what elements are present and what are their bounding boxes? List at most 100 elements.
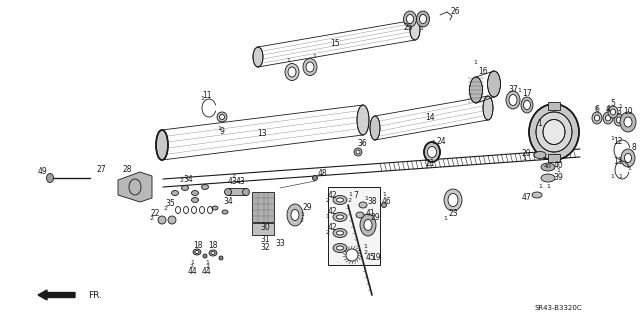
- Text: 47: 47: [522, 194, 532, 203]
- Text: 42: 42: [327, 190, 337, 199]
- Text: 8: 8: [632, 144, 636, 152]
- Text: 19: 19: [371, 254, 381, 263]
- Ellipse shape: [209, 250, 217, 256]
- Ellipse shape: [444, 189, 462, 211]
- Text: 1: 1: [538, 183, 542, 189]
- Ellipse shape: [359, 202, 367, 208]
- Text: 2: 2: [190, 264, 194, 270]
- Text: 9: 9: [220, 128, 225, 137]
- Bar: [252, 192, 274, 222]
- Ellipse shape: [524, 100, 531, 109]
- Text: 18: 18: [208, 241, 218, 249]
- Text: 1: 1: [431, 139, 435, 145]
- Ellipse shape: [529, 104, 579, 160]
- Text: 1: 1: [546, 183, 550, 189]
- Text: 1: 1: [522, 157, 526, 161]
- Ellipse shape: [521, 97, 533, 113]
- Text: 1: 1: [556, 168, 560, 174]
- Ellipse shape: [287, 204, 303, 226]
- Ellipse shape: [47, 174, 54, 182]
- Text: 1: 1: [473, 61, 477, 65]
- Text: 1: 1: [618, 103, 622, 108]
- Text: 29: 29: [370, 212, 380, 221]
- Text: FR.: FR.: [88, 291, 102, 300]
- Ellipse shape: [156, 130, 168, 160]
- Text: 3: 3: [616, 108, 621, 116]
- Ellipse shape: [253, 47, 263, 67]
- Bar: [548, 102, 560, 110]
- Ellipse shape: [483, 96, 493, 120]
- Ellipse shape: [354, 148, 362, 156]
- Ellipse shape: [605, 115, 611, 121]
- Ellipse shape: [620, 112, 636, 132]
- Text: 48: 48: [317, 168, 327, 177]
- Text: 20: 20: [521, 149, 531, 158]
- Text: 2: 2: [363, 249, 367, 255]
- Text: 34: 34: [223, 197, 233, 206]
- Text: 1: 1: [443, 217, 447, 221]
- Text: 38: 38: [367, 197, 377, 206]
- Ellipse shape: [624, 117, 632, 127]
- Text: 28: 28: [122, 166, 132, 174]
- Text: 21: 21: [425, 159, 435, 167]
- Text: 42: 42: [327, 224, 337, 233]
- Text: 1: 1: [348, 192, 352, 197]
- Ellipse shape: [417, 11, 429, 27]
- Text: 7: 7: [353, 190, 358, 199]
- Ellipse shape: [337, 215, 344, 219]
- Ellipse shape: [191, 190, 198, 196]
- Bar: [252, 223, 274, 235]
- Ellipse shape: [357, 105, 369, 135]
- Bar: [228, 188, 246, 195]
- Ellipse shape: [506, 91, 520, 109]
- Text: 1: 1: [190, 259, 194, 264]
- Ellipse shape: [603, 112, 613, 124]
- Text: 45: 45: [365, 253, 375, 262]
- Text: 1: 1: [627, 166, 631, 170]
- Ellipse shape: [621, 149, 635, 167]
- Ellipse shape: [212, 206, 218, 210]
- Ellipse shape: [193, 249, 201, 255]
- Ellipse shape: [356, 150, 360, 154]
- Text: 11: 11: [613, 157, 623, 166]
- Ellipse shape: [191, 197, 198, 203]
- Text: 18: 18: [193, 241, 203, 249]
- Text: 1: 1: [605, 106, 609, 110]
- Ellipse shape: [195, 250, 199, 254]
- Text: 1: 1: [419, 26, 423, 31]
- Text: 6: 6: [595, 106, 600, 115]
- Ellipse shape: [595, 115, 600, 121]
- Text: 2: 2: [150, 216, 154, 220]
- Ellipse shape: [541, 174, 555, 182]
- Text: 1: 1: [205, 259, 209, 264]
- Circle shape: [203, 254, 207, 258]
- Text: 27: 27: [96, 166, 106, 174]
- Text: 46: 46: [381, 197, 391, 206]
- Ellipse shape: [403, 11, 417, 27]
- Text: 23: 23: [448, 209, 458, 218]
- Bar: [548, 154, 560, 162]
- Text: 1: 1: [325, 214, 329, 219]
- Ellipse shape: [608, 106, 618, 118]
- Text: 2: 2: [231, 174, 235, 180]
- Ellipse shape: [288, 67, 296, 77]
- Text: 2: 2: [325, 231, 329, 235]
- Ellipse shape: [534, 152, 546, 159]
- Text: 11: 11: [202, 91, 212, 100]
- Text: 35: 35: [165, 198, 175, 207]
- Ellipse shape: [312, 175, 317, 181]
- Text: 26: 26: [450, 8, 460, 17]
- Text: 1: 1: [364, 196, 368, 201]
- Ellipse shape: [614, 114, 624, 126]
- Ellipse shape: [448, 194, 458, 206]
- FancyArrow shape: [38, 290, 75, 300]
- Text: 33: 33: [275, 239, 285, 248]
- Ellipse shape: [488, 71, 500, 97]
- Ellipse shape: [424, 142, 440, 162]
- Ellipse shape: [541, 163, 555, 171]
- Text: 14: 14: [425, 114, 435, 122]
- Ellipse shape: [360, 214, 376, 236]
- Ellipse shape: [470, 77, 483, 103]
- Text: 5: 5: [611, 100, 616, 108]
- Text: 43: 43: [235, 177, 245, 187]
